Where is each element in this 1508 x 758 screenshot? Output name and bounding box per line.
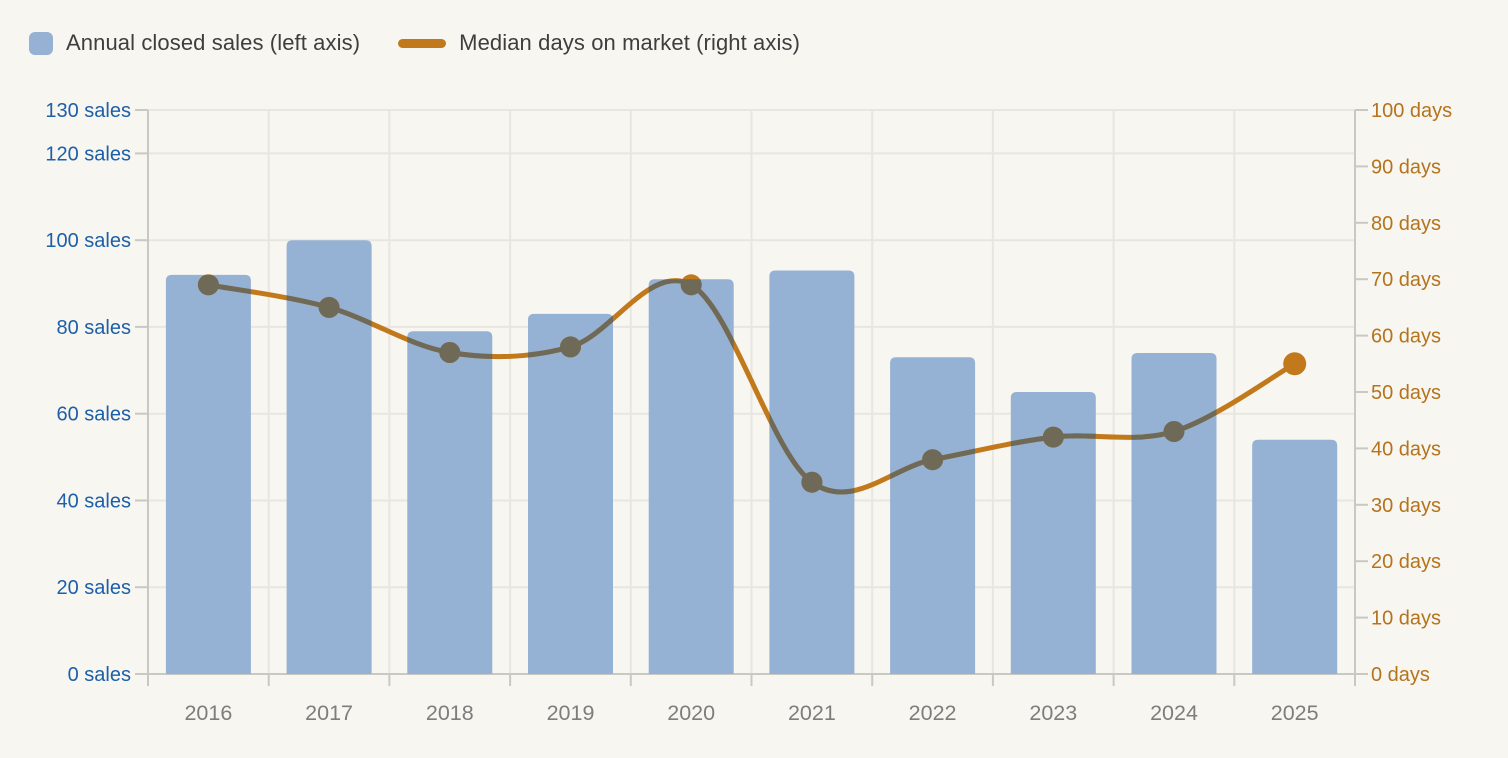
bar-2023 <box>1010 392 1096 674</box>
svg-text:2025: 2025 <box>1271 701 1319 725</box>
svg-text:2022: 2022 <box>909 701 957 725</box>
svg-text:120 sales: 120 sales <box>45 143 131 165</box>
svg-text:0 sales: 0 sales <box>68 664 131 686</box>
bar-2019 <box>528 313 613 674</box>
svg-text:40 sales: 40 sales <box>57 491 132 513</box>
line-marker-2021 <box>801 471 823 493</box>
line-marker-2025 <box>1283 352 1307 376</box>
svg-text:40 days: 40 days <box>1371 438 1441 460</box>
bar-2020 <box>648 279 734 674</box>
bar-series-swatch-icon <box>29 31 53 55</box>
svg-text:80 days: 80 days <box>1371 213 1441 235</box>
svg-text:10 days: 10 days <box>1371 608 1441 630</box>
bar-2025 <box>1252 439 1338 674</box>
line-marker-2023 <box>1042 426 1064 448</box>
svg-text:2023: 2023 <box>1029 701 1077 725</box>
line-marker-2019 <box>560 336 581 358</box>
svg-text:90 days: 90 days <box>1371 156 1441 178</box>
legend-item-median-days: Median days on market (right axis) <box>398 30 800 56</box>
svg-text:130 sales: 130 sales <box>45 100 131 122</box>
line-marker-2022 <box>922 449 944 471</box>
vertical-gridlines <box>267 110 1236 674</box>
x-axis-labels: 2016 2017 2018 2019 2020 2021 2022 2023 2024 2025 <box>184 701 1318 725</box>
svg-text:2016: 2016 <box>184 701 232 725</box>
line-series-swatch-icon <box>398 38 447 48</box>
line-marker-2024 <box>1163 421 1185 442</box>
svg-text:2017: 2017 <box>305 701 353 725</box>
legend-item-annual-closed-sales: Annual closed sales (left axis) <box>29 30 360 56</box>
svg-text:100 sales: 100 sales <box>45 230 131 252</box>
line-marker-2017 <box>318 296 340 318</box>
svg-text:60 days: 60 days <box>1371 326 1441 348</box>
svg-text:20 sales: 20 sales <box>57 577 132 599</box>
legend-label-days: Median days on market (right axis) <box>459 30 801 55</box>
svg-text:100 days: 100 days <box>1371 100 1452 122</box>
chart-legend: Annual closed sales (left axis) Median d… <box>29 30 800 56</box>
line-marker-2020 <box>680 274 702 296</box>
bar-2018 <box>407 331 493 674</box>
svg-text:80 sales: 80 sales <box>57 317 132 339</box>
line-marker-2018 <box>439 342 461 363</box>
svg-text:60 sales: 60 sales <box>57 404 132 426</box>
line-path <box>205 278 1298 495</box>
svg-text:2019: 2019 <box>547 701 595 725</box>
line-marker-2016 <box>197 274 219 296</box>
left-axis-labels: 0 sales 20 sales 40 sales 60 sales 80 sales 1… <box>45 100 131 686</box>
right-axis-labels: 0 days 10 days 20 days 30 days 40 days 50 day… <box>1371 100 1452 686</box>
svg-text:0 days: 0 days <box>1371 664 1430 686</box>
svg-text:30 days: 30 days <box>1371 495 1441 517</box>
svg-text:2024: 2024 <box>1150 701 1198 725</box>
bar-series-annual-closed-sales <box>165 240 1338 674</box>
bar-2017 <box>286 240 372 674</box>
bar-2024 <box>1131 353 1217 674</box>
svg-text:50 days: 50 days <box>1371 382 1441 404</box>
svg-text:2018: 2018 <box>426 701 474 725</box>
bar-2016 <box>165 274 251 674</box>
svg-text:20 days: 20 days <box>1371 551 1441 573</box>
svg-text:2021: 2021 <box>788 701 836 725</box>
bar-2022 <box>890 357 976 674</box>
svg-text:70 days: 70 days <box>1371 269 1441 291</box>
legend-label-sales: Annual closed sales (left axis) <box>66 30 361 55</box>
tick-marks <box>135 109 1368 686</box>
svg-text:2020: 2020 <box>667 701 715 725</box>
